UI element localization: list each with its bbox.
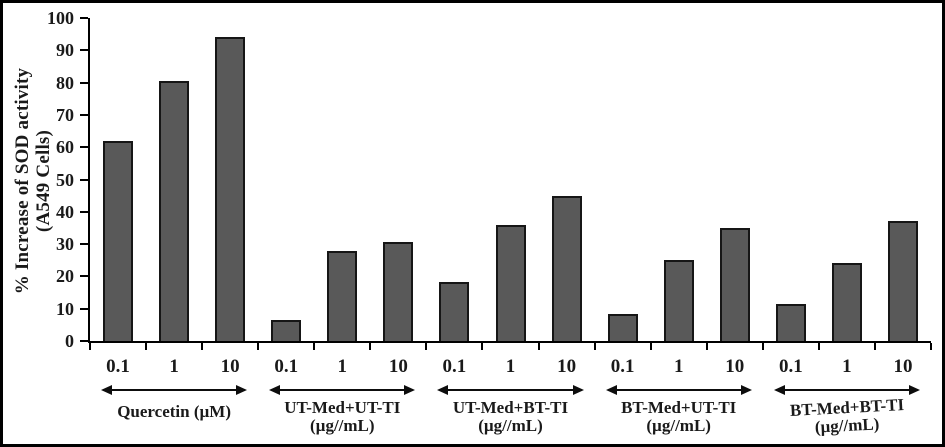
- x-tick: [425, 343, 428, 350]
- y-tick-label: 60: [56, 137, 74, 158]
- y-tick-label: 20: [56, 266, 74, 287]
- y-tick-label: 70: [56, 104, 74, 125]
- x-tick-label: 1: [337, 356, 348, 377]
- bar: [159, 80, 190, 341]
- y-tick-label: 40: [56, 201, 74, 222]
- y-tick: [80, 178, 88, 181]
- bar: [663, 260, 694, 341]
- group-label: BT-Med+UT-TI: [621, 398, 737, 417]
- x-tick-label: 1: [169, 356, 179, 377]
- x-tick-label: 0.1: [610, 356, 635, 377]
- y-tick: [80, 275, 88, 278]
- x-tick-label: 1: [505, 356, 516, 377]
- group-sublabel: (µg//mL): [478, 416, 543, 435]
- x-tick: [873, 343, 876, 350]
- group-sublabel: (µg//mL): [646, 416, 711, 435]
- x-tick-label: 1: [842, 356, 852, 377]
- bar: [887, 221, 918, 341]
- y-tick: [80, 49, 88, 52]
- group-range-arrow: [269, 385, 416, 395]
- bar: [719, 227, 750, 341]
- bar: [215, 37, 246, 341]
- y-tick-label: 0: [65, 331, 74, 351]
- y-tick-label: 80: [56, 72, 74, 93]
- x-tick: [313, 343, 316, 350]
- x-tick-label: 0.1: [106, 356, 130, 377]
- x-tick: [89, 343, 91, 350]
- bar: [551, 195, 582, 341]
- bar: [103, 140, 134, 341]
- x-tick-label: 0.1: [274, 356, 299, 377]
- y-axis-line: [88, 18, 90, 343]
- x-tick: [369, 343, 372, 350]
- group-range-arrow: [773, 385, 921, 395]
- x-tick-label: 10: [893, 356, 913, 377]
- bar: [495, 224, 526, 341]
- x-tick-label: 10: [725, 356, 745, 377]
- x-tick-label: 0.1: [778, 356, 803, 377]
- y-tick-label: 10: [56, 298, 74, 319]
- x-tick: [930, 343, 932, 350]
- group-label: Quercetin (µM): [117, 402, 231, 421]
- x-tick: [481, 343, 484, 350]
- x-tick-label: 0.1: [442, 356, 467, 377]
- x-tick-label: 1: [673, 356, 684, 377]
- y-tick: [80, 307, 88, 310]
- y-tick: [80, 210, 88, 213]
- y-tick: [80, 340, 88, 342]
- x-tick: [649, 343, 652, 350]
- x-tick: [201, 343, 204, 350]
- group-sublabel: (µg//mL): [309, 416, 375, 435]
- group-label: UT-Med+BT-TI: [452, 398, 569, 417]
- x-tick: [705, 343, 708, 350]
- y-tick-label: 100: [47, 8, 74, 28]
- group-range-arrow: [605, 385, 752, 395]
- bar: [775, 303, 806, 341]
- bar: [271, 320, 302, 341]
- group-range-arrow: [437, 385, 584, 395]
- x-tick: [145, 343, 148, 350]
- y-tick-label: 90: [56, 40, 74, 61]
- y-tick: [80, 17, 88, 19]
- y-tick: [80, 81, 88, 84]
- y-tick-label: 30: [56, 234, 74, 255]
- x-tick: [761, 343, 764, 350]
- y-tick-label: 50: [56, 169, 74, 190]
- bar: [831, 263, 862, 341]
- y-tick: [80, 243, 88, 246]
- bar: [439, 281, 470, 341]
- x-tick: [817, 343, 820, 350]
- y-tick: [80, 113, 88, 116]
- bar: [327, 250, 358, 341]
- x-axis-line: [88, 341, 931, 343]
- x-tick-label: 10: [220, 356, 240, 377]
- bar: [607, 313, 638, 341]
- group-range-arrow: [100, 385, 248, 395]
- x-tick: [257, 343, 260, 350]
- y-tick: [80, 146, 88, 149]
- bar: [383, 242, 414, 341]
- x-tick-label: 10: [388, 356, 408, 377]
- x-tick: [593, 343, 596, 350]
- x-tick-label: 10: [557, 356, 577, 377]
- x-tick: [537, 343, 540, 350]
- group-label: UT-Med+UT-TI: [284, 398, 401, 417]
